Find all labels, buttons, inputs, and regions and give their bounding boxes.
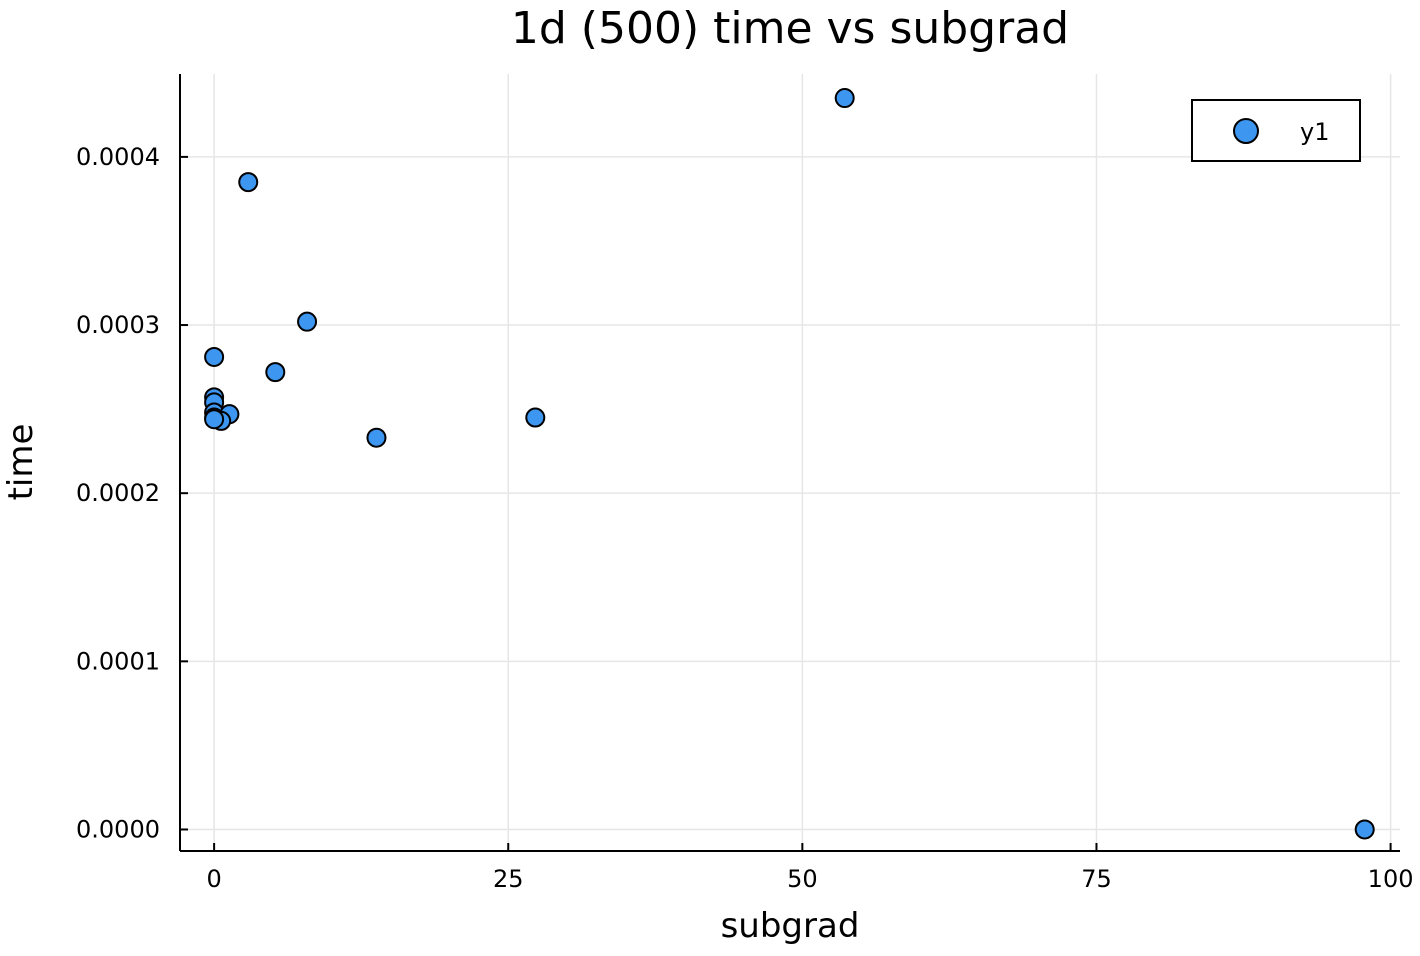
y-tick-label: 0.0000: [76, 815, 160, 843]
axes: [179, 74, 1400, 852]
legend-box: [1191, 99, 1361, 162]
x-tick-label: 75: [1081, 865, 1112, 893]
chart-title: 1d (500) time vs subgrad: [511, 3, 1069, 54]
data-point: [204, 409, 225, 430]
y-tick-label: 0.0004: [76, 143, 160, 171]
y-axis-label: time: [1, 424, 41, 501]
x-tick-label: 50: [787, 865, 818, 893]
data-point: [238, 172, 259, 193]
data-point: [834, 88, 855, 109]
y-tick-label: 0.0002: [76, 479, 160, 507]
y-tick-label: 0.0003: [76, 311, 160, 339]
data-point: [204, 346, 225, 367]
grid: [180, 74, 1400, 851]
legend-marker: [1233, 118, 1259, 144]
ticks: 0 25 50 75 100 0.0000 0.0001 0.0002 0.0003 0.0004: [76, 143, 1413, 893]
data-point: [525, 407, 546, 428]
x-tick-label: 25: [493, 865, 524, 893]
y-tick-label: 0.0001: [76, 647, 160, 675]
data-point: [265, 362, 286, 383]
x-tick-label: 100: [1368, 865, 1414, 893]
x-tick-label: 0: [206, 865, 221, 893]
legend-label: y1: [1300, 118, 1329, 146]
data-point: [297, 311, 318, 332]
data-point: [366, 427, 387, 448]
x-axis-label: subgrad: [721, 906, 860, 946]
legend: y1: [1191, 99, 1361, 162]
data-points: [204, 88, 1375, 840]
data-point: [1354, 819, 1375, 840]
